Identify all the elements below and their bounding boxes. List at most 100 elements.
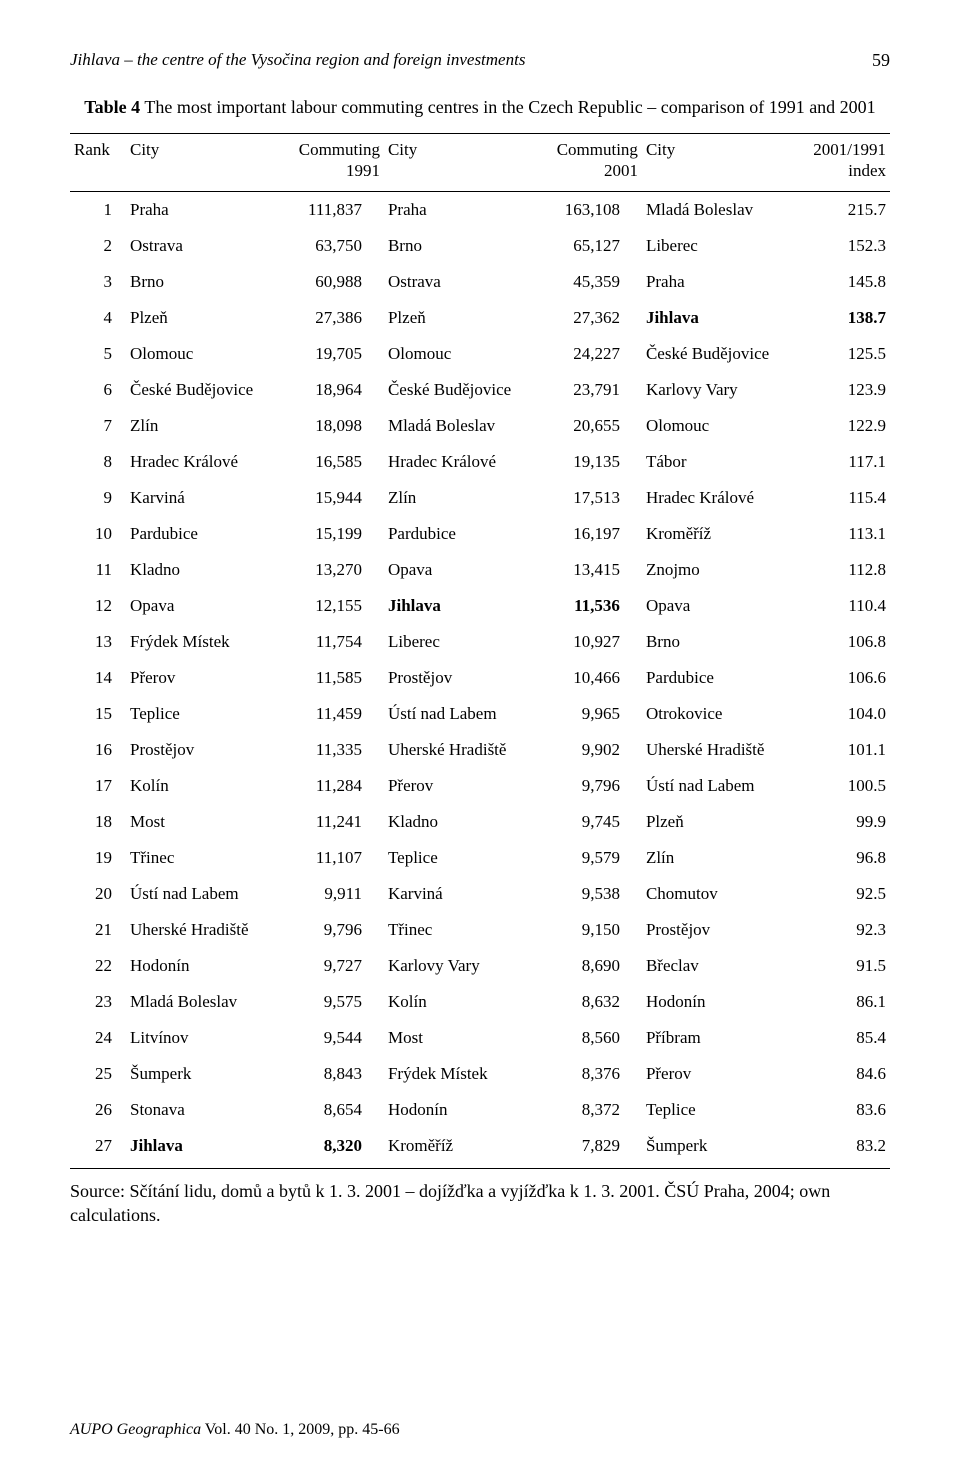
cell-city1: Plzeň <box>126 300 280 336</box>
cell-idx: 113.1 <box>795 516 890 552</box>
cell-rank: 1 <box>70 192 126 229</box>
cell-v1: 11,284 <box>280 768 384 804</box>
cell-v1: 111,837 <box>280 192 384 229</box>
table-title: The most important labour commuting cent… <box>144 97 875 117</box>
cell-rank: 7 <box>70 408 126 444</box>
cell-v1: 11,585 <box>280 660 384 696</box>
cell-city2: Olomouc <box>384 336 538 372</box>
cell-v2: 45,359 <box>538 264 642 300</box>
cell-idx: 145.8 <box>795 264 890 300</box>
cell-city1: Prostějov <box>126 732 280 768</box>
col-city3: City <box>642 134 796 192</box>
cell-city1: Olomouc <box>126 336 280 372</box>
cell-v1: 15,199 <box>280 516 384 552</box>
cell-v2: 10,927 <box>538 624 642 660</box>
cell-idx: 101.1 <box>795 732 890 768</box>
cell-idx: 104.0 <box>795 696 890 732</box>
cell-v1: 11,459 <box>280 696 384 732</box>
table-row: 22Hodonín9,727Karlovy Vary8,690Břeclav91… <box>70 948 890 984</box>
cell-v2: 8,376 <box>538 1056 642 1092</box>
cell-idx: 138.7 <box>795 300 890 336</box>
cell-idx: 91.5 <box>795 948 890 984</box>
cell-rank: 12 <box>70 588 126 624</box>
footer-issue: Vol. 40 No. 1, 2009, pp. 45-66 <box>201 1421 400 1438</box>
table-row: 6České Budějovice18,964České Budějovice2… <box>70 372 890 408</box>
cell-v1: 8,843 <box>280 1056 384 1092</box>
cell-city2: Zlín <box>384 480 538 516</box>
cell-rank: 18 <box>70 804 126 840</box>
cell-city2: Liberec <box>384 624 538 660</box>
cell-city1: Kladno <box>126 552 280 588</box>
footer-journal: AUPO Geographica <box>70 1421 201 1438</box>
cell-city2: Mladá Boleslav <box>384 408 538 444</box>
cell-idx_city: Břeclav <box>642 948 796 984</box>
table-row: 11Kladno13,270Opava13,415Znojmo112.8 <box>70 552 890 588</box>
cell-city1: Kolín <box>126 768 280 804</box>
cell-city1: Hradec Králové <box>126 444 280 480</box>
col-index-b: index <box>848 161 886 180</box>
cell-idx_city: Hodonín <box>642 984 796 1020</box>
cell-rank: 16 <box>70 732 126 768</box>
cell-city1: Praha <box>126 192 280 229</box>
cell-v2: 9,965 <box>538 696 642 732</box>
cell-rank: 6 <box>70 372 126 408</box>
page-footer: AUPO Geographica Vol. 40 No. 1, 2009, pp… <box>70 1421 890 1439</box>
cell-idx: 125.5 <box>795 336 890 372</box>
cell-idx_city: Liberec <box>642 228 796 264</box>
table-row: 7Zlín18,098Mladá Boleslav20,655Olomouc12… <box>70 408 890 444</box>
col-city1: City <box>126 134 280 192</box>
cell-v2: 9,902 <box>538 732 642 768</box>
cell-idx_city: Šumperk <box>642 1128 796 1169</box>
cell-city1: Litvínov <box>126 1020 280 1056</box>
cell-v1: 19,705 <box>280 336 384 372</box>
table-row: 18Most11,241Kladno9,745Plzeň99.9 <box>70 804 890 840</box>
col-comm1: Commuting 1991 <box>280 134 384 192</box>
cell-v1: 8,320 <box>280 1128 384 1169</box>
cell-idx: 92.5 <box>795 876 890 912</box>
cell-city1: Mladá Boleslav <box>126 984 280 1020</box>
cell-idx_city: Zlín <box>642 840 796 876</box>
table-row: 20Ústí nad Labem9,911Karviná9,538Chomuto… <box>70 876 890 912</box>
cell-city2: Kladno <box>384 804 538 840</box>
table-row: 14Přerov11,585Prostějov10,466Pardubice10… <box>70 660 890 696</box>
table-row: 4Plzeň27,386Plzeň27,362Jihlava138.7 <box>70 300 890 336</box>
cell-city1: České Budějovice <box>126 372 280 408</box>
cell-city2: Brno <box>384 228 538 264</box>
cell-idx: 92.3 <box>795 912 890 948</box>
cell-city2: Třinec <box>384 912 538 948</box>
cell-idx: 84.6 <box>795 1056 890 1092</box>
cell-city2: Hodonín <box>384 1092 538 1128</box>
col-city2: City <box>384 134 538 192</box>
cell-idx_city: Kroměříž <box>642 516 796 552</box>
table-row: 23Mladá Boleslav9,575Kolín8,632Hodonín86… <box>70 984 890 1020</box>
cell-city2: Kroměříž <box>384 1128 538 1169</box>
cell-v2: 8,632 <box>538 984 642 1020</box>
cell-v1: 11,107 <box>280 840 384 876</box>
cell-city1: Třinec <box>126 840 280 876</box>
cell-city2: Přerov <box>384 768 538 804</box>
cell-idx_city: Uherské Hradiště <box>642 732 796 768</box>
cell-city2: Ústí nad Labem <box>384 696 538 732</box>
cell-v2: 10,466 <box>538 660 642 696</box>
cell-idx: 123.9 <box>795 372 890 408</box>
col-comm1-b: 1991 <box>346 161 380 180</box>
cell-v2: 8,372 <box>538 1092 642 1128</box>
cell-city1: Ostrava <box>126 228 280 264</box>
col-comm1-a: Commuting <box>299 140 380 159</box>
table-row: 12Opava12,155Jihlava11,536Opava110.4 <box>70 588 890 624</box>
cell-idx_city: Pardubice <box>642 660 796 696</box>
cell-v2: 8,560 <box>538 1020 642 1056</box>
cell-city1: Frýdek Místek <box>126 624 280 660</box>
cell-city1: Brno <box>126 264 280 300</box>
cell-v2: 27,362 <box>538 300 642 336</box>
cell-v1: 11,335 <box>280 732 384 768</box>
cell-v1: 9,796 <box>280 912 384 948</box>
table-row: 5Olomouc19,705Olomouc24,227České Budějov… <box>70 336 890 372</box>
cell-v1: 18,964 <box>280 372 384 408</box>
running-title: Jihlava – the centre of the Vysočina reg… <box>70 50 525 71</box>
cell-v1: 12,155 <box>280 588 384 624</box>
cell-v2: 13,415 <box>538 552 642 588</box>
table-row: 1Praha111,837Praha163,108Mladá Boleslav2… <box>70 192 890 229</box>
cell-city1: Hodonín <box>126 948 280 984</box>
cell-v1: 13,270 <box>280 552 384 588</box>
